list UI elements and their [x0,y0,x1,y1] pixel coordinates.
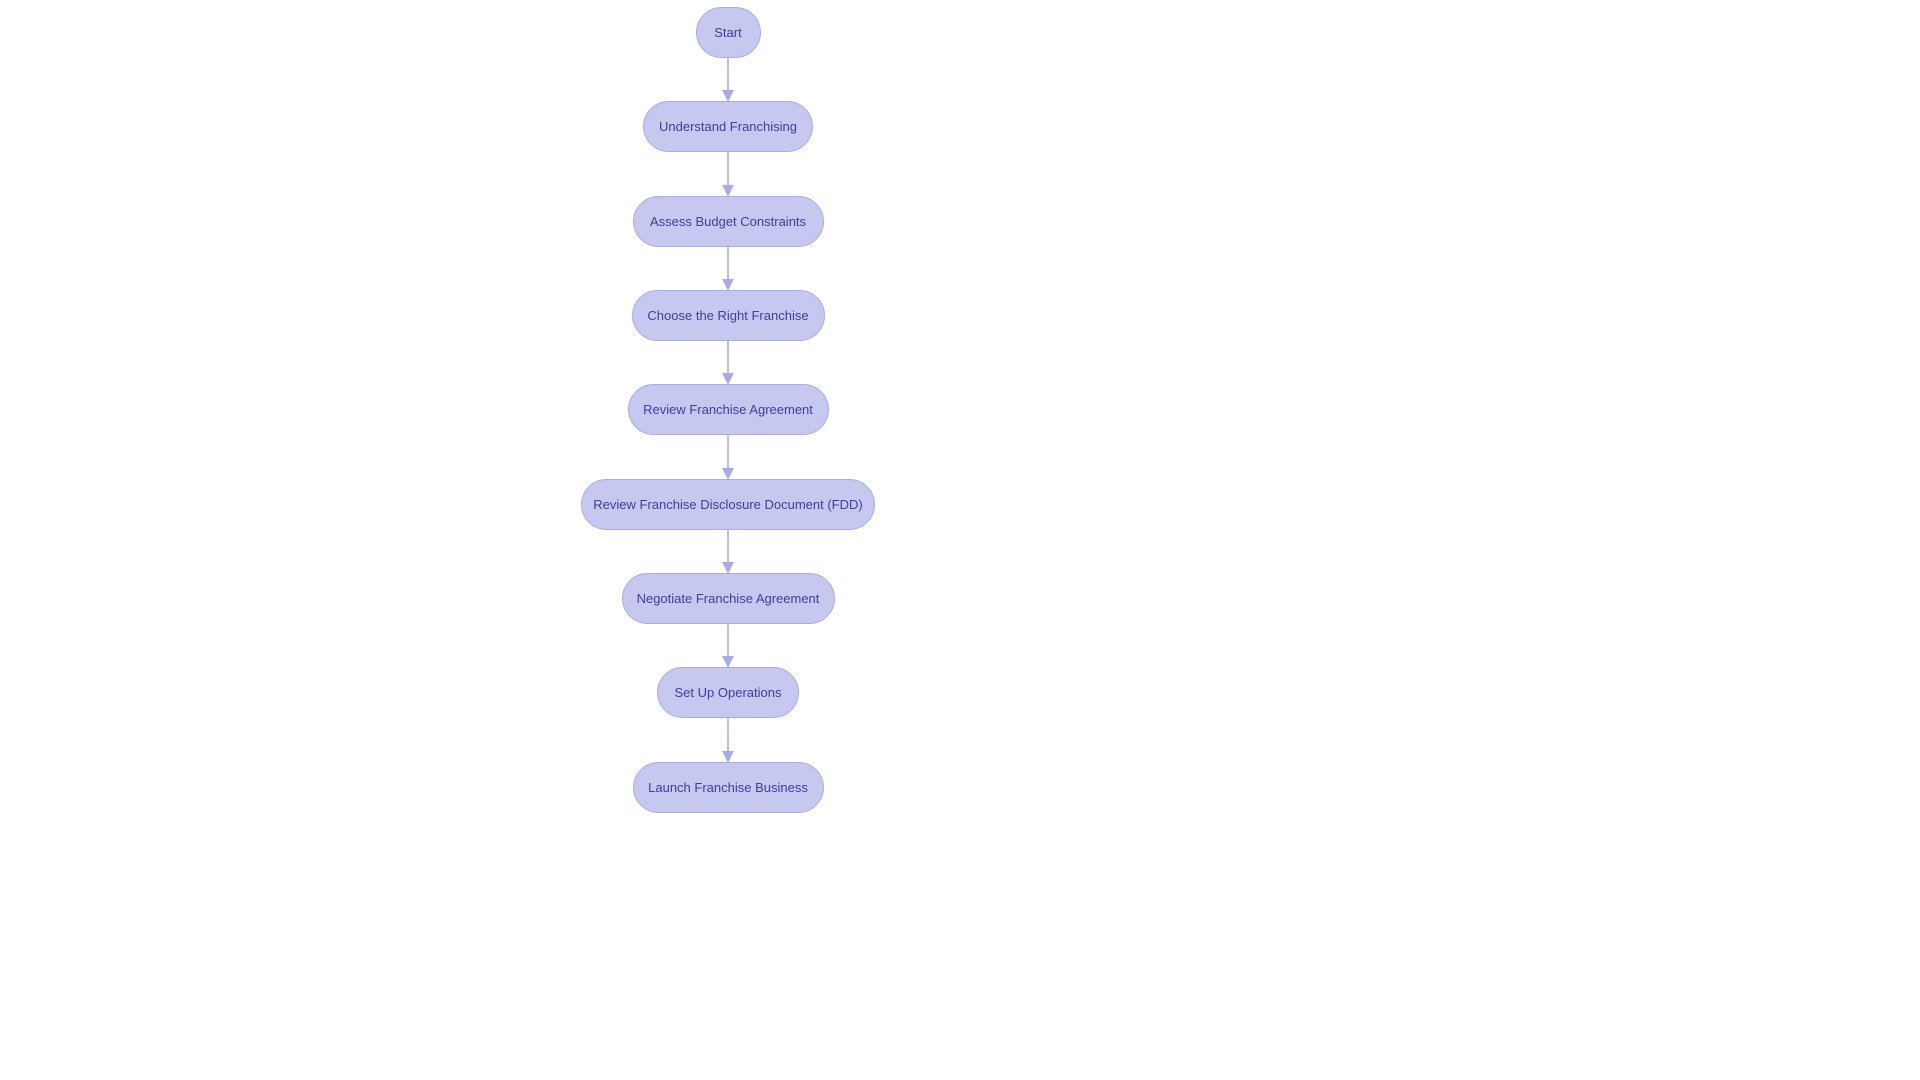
flowchart-node-label: Understand Franchising [659,119,797,134]
flowchart-node-label: Choose the Right Franchise [647,308,808,323]
flowchart-node: Review Franchise Agreement [628,384,829,435]
flowchart-node: Launch Franchise Business [633,762,824,813]
flowchart-node-label: Assess Budget Constraints [650,214,806,229]
flowchart-node: Negotiate Franchise Agreement [622,573,835,624]
flowchart-node: Choose the Right Franchise [632,290,825,341]
flowchart-node-label: Review Franchise Disclosure Document (FD… [593,497,862,512]
flowchart-node: Start [696,7,761,58]
flowchart-canvas: Start Understand Franchising Assess Budget… [0,0,1920,1080]
flowchart-node: Set Up Operations [657,667,799,718]
flowchart-node-label: Set Up Operations [675,685,782,700]
flowchart-node-label: Review Franchise Agreement [643,402,813,417]
flowchart-node: Assess Budget Constraints [633,196,824,247]
flowchart-edges [0,0,1920,1080]
flowchart-node: Review Franchise Disclosure Document (FD… [581,479,875,530]
flowchart-node-label: Start [714,25,741,40]
flowchart-node: Understand Franchising [643,101,813,152]
flowchart-node-label: Launch Franchise Business [648,780,808,795]
flowchart-node-label: Negotiate Franchise Agreement [637,591,820,606]
